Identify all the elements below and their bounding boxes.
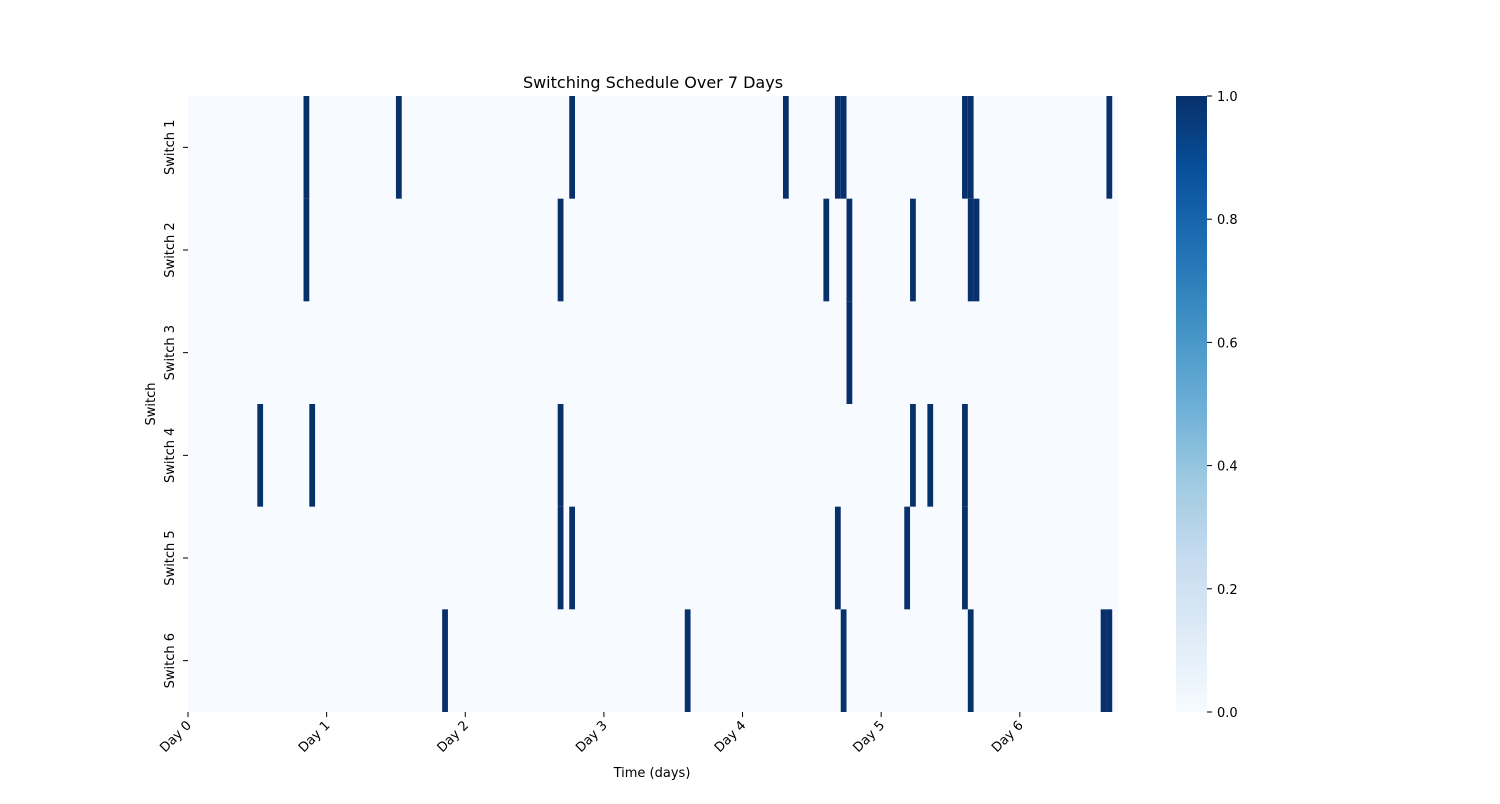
heatmap-background bbox=[188, 96, 1118, 712]
x-tick-label: Day 1 bbox=[296, 718, 334, 756]
heatmap-cell bbox=[904, 506, 911, 610]
heatmap-cell bbox=[303, 198, 310, 302]
heatmap-cell bbox=[834, 506, 841, 610]
heatmap-cell bbox=[962, 96, 968, 199]
colorbar-tick-label: 0.4 bbox=[1217, 460, 1238, 475]
heatmap-cell bbox=[846, 198, 853, 302]
heatmap-cell bbox=[910, 198, 916, 302]
colorbar-tick-label: 0.0 bbox=[1217, 706, 1238, 721]
colorbar: 0.0 0.2 0.4 0.6 0.8 1.0 bbox=[1176, 90, 1238, 721]
heatmap-cell bbox=[557, 404, 564, 507]
heatmap-cell bbox=[927, 404, 934, 507]
y-tick-label: Switch 5 bbox=[163, 530, 178, 585]
heatmap-cell bbox=[973, 198, 980, 302]
chart-title: Switching Schedule Over 7 Days bbox=[523, 73, 783, 92]
heatmap-cell bbox=[846, 301, 853, 404]
x-tick-label: Day 0 bbox=[157, 718, 195, 756]
y-tick-label: Switch 1 bbox=[163, 120, 178, 175]
colorbar-tick-label: 0.2 bbox=[1217, 583, 1238, 598]
x-tick-label: Day 4 bbox=[712, 718, 750, 756]
y-tick-label: Switch 2 bbox=[163, 222, 178, 277]
heatmap-cell bbox=[840, 96, 847, 199]
colorbar-tick-label: 0.6 bbox=[1217, 336, 1238, 351]
heatmap-cell bbox=[840, 609, 847, 712]
x-tick-label: Day 2 bbox=[435, 718, 473, 756]
heatmap-cell bbox=[1100, 609, 1107, 712]
heatmap-cell bbox=[569, 96, 576, 199]
heatmap-cell bbox=[967, 96, 974, 199]
heatmap-cell bbox=[823, 198, 830, 302]
x-axis: Day 0 Day 1 Day 2 Day 3 Day 4 Day 5 Day 6 bbox=[157, 712, 1027, 756]
heatmap-cell bbox=[962, 506, 968, 610]
heatmap-cell bbox=[557, 506, 564, 610]
y-tick-label: Switch 3 bbox=[163, 325, 178, 380]
y-tick-label: Switch 6 bbox=[163, 633, 178, 688]
x-tick-label: Day 6 bbox=[989, 718, 1027, 756]
colorbar-ticks: 0.0 0.2 0.4 0.6 0.8 1.0 bbox=[1207, 90, 1238, 721]
heatmap-cell bbox=[1106, 96, 1113, 199]
y-axis-label: Switch bbox=[144, 383, 159, 426]
heatmap-cell bbox=[257, 404, 264, 507]
heatmap-cells bbox=[257, 96, 1113, 712]
x-tick-label: Day 3 bbox=[573, 718, 611, 756]
heatmap-cell bbox=[1106, 609, 1113, 712]
heatmap-cell bbox=[442, 609, 448, 712]
heatmap-cell bbox=[569, 506, 576, 610]
heatmap-cell bbox=[303, 96, 310, 199]
heatmap-cell bbox=[967, 609, 974, 712]
y-tick-label: Switch 4 bbox=[163, 428, 178, 483]
plot-area bbox=[188, 96, 1118, 712]
heatmap-cell bbox=[782, 96, 789, 199]
heatmap-cell bbox=[309, 404, 316, 507]
heatmap-cell bbox=[395, 96, 402, 199]
heatmap-cell bbox=[910, 404, 916, 507]
colorbar-tick-label: 1.0 bbox=[1217, 90, 1238, 105]
x-tick-label: Day 5 bbox=[850, 718, 888, 756]
heatmap-cell bbox=[962, 404, 968, 507]
y-axis: Switch 1 Switch 2 Switch 3 Switch 4 Switch 5… bbox=[163, 120, 188, 688]
heatmap-cell bbox=[557, 198, 564, 302]
heatmap-cell bbox=[967, 198, 974, 302]
colorbar-gradient bbox=[1176, 96, 1207, 712]
heatmap-cell bbox=[834, 96, 841, 199]
heatmap-cell bbox=[684, 609, 691, 712]
colorbar-tick-label: 0.8 bbox=[1217, 213, 1238, 228]
x-axis-label: Time (days) bbox=[613, 766, 691, 781]
